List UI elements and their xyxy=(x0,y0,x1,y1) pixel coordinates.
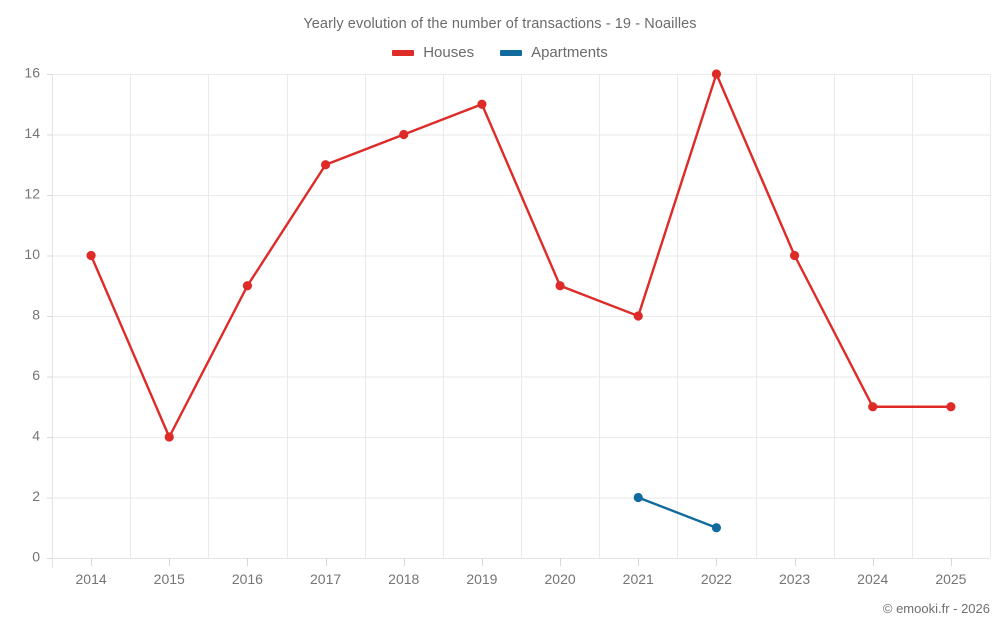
data-point[interactable] xyxy=(320,160,331,170)
y-tick-label: 4 xyxy=(32,428,40,444)
data-point[interactable] xyxy=(868,402,878,412)
x-tick-label: 2021 xyxy=(623,571,654,587)
x-tick-label: 2022 xyxy=(701,571,732,587)
legend-item-houses[interactable]: Houses xyxy=(392,45,474,60)
x-tick-label: 2019 xyxy=(466,571,497,587)
data-point[interactable] xyxy=(164,432,174,442)
data-point[interactable] xyxy=(633,492,643,503)
data-point[interactable] xyxy=(633,311,643,321)
data-point[interactable] xyxy=(86,250,96,261)
data-point[interactable] xyxy=(711,69,722,79)
x-tick-label: 2014 xyxy=(76,571,107,587)
data-point[interactable] xyxy=(789,250,800,261)
y-axis-tick-labels: 0 2 4 6 8 10 12 14 16 xyxy=(24,65,40,565)
legend-item-apartments[interactable]: Apartments xyxy=(500,45,608,60)
copyright-credit: © emooki.fr - 2026 xyxy=(882,601,990,616)
data-point[interactable] xyxy=(555,281,565,291)
x-tick-label: 2016 xyxy=(232,571,263,587)
x-tick-label: 2023 xyxy=(779,571,810,587)
x-tick-label: 2025 xyxy=(935,571,966,587)
legend-swatch-houses xyxy=(392,49,415,56)
data-series xyxy=(86,69,956,533)
data-point[interactable] xyxy=(399,129,409,140)
x-tick-label: 2018 xyxy=(388,571,419,587)
y-tick-label: 6 xyxy=(32,367,40,383)
x-tick-label: 2020 xyxy=(545,571,576,587)
y-tick-label: 8 xyxy=(32,307,40,323)
legend-label-houses: Houses xyxy=(423,44,475,61)
series-line xyxy=(637,496,718,529)
x-tick-label: 2015 xyxy=(154,571,185,587)
legend-label-apartments: Apartments xyxy=(531,44,608,61)
gridlines xyxy=(52,74,991,559)
series-line xyxy=(89,72,953,439)
series-houses xyxy=(86,69,956,442)
axes xyxy=(47,74,990,568)
y-tick-label: 10 xyxy=(24,246,40,262)
y-tick-label: 12 xyxy=(24,186,40,202)
chart-legend: Houses Apartments xyxy=(0,45,1000,60)
series-apartments xyxy=(633,492,722,533)
data-point[interactable] xyxy=(242,281,253,291)
data-point[interactable] xyxy=(477,99,487,109)
chart-title: Yearly evolution of the number of transa… xyxy=(303,16,697,32)
y-tick-label: 2 xyxy=(32,488,40,504)
x-tick-label: 2024 xyxy=(857,571,888,587)
y-tick-label: 14 xyxy=(24,125,40,141)
data-point[interactable] xyxy=(946,402,956,412)
y-tick-label: 0 xyxy=(32,549,40,565)
x-axis-tick-labels: 2014 2015 2016 2017 2018 2019 2020 2021 2022 2023… xyxy=(76,571,967,587)
x-tick-label: 2017 xyxy=(310,571,341,587)
y-tick-label: 16 xyxy=(24,65,40,81)
legend-swatch-apartments xyxy=(500,49,523,56)
data-point[interactable] xyxy=(711,523,722,533)
